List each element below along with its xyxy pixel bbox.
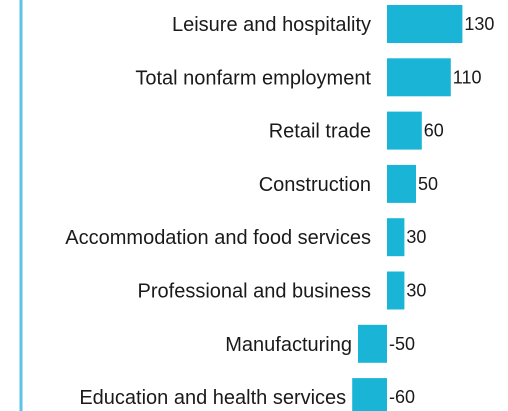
category-label: Retail trade [269,121,371,143]
category-label: Education and health services [79,387,346,409]
category-label: Total nonfarm employment [135,67,371,89]
category-label: Accommodation and food services [65,227,371,249]
bar [358,324,387,363]
value-label: 30 [406,227,426,247]
value-label: 130 [464,14,494,34]
bar [387,218,405,257]
bar [387,164,416,203]
bar [387,5,463,43]
category-label: Manufacturing [225,334,352,356]
value-label: 110 [453,67,482,87]
bar-marks: Leisure and hospitality 130 Total nonfarm … [65,5,494,411]
value-label: 50 [418,174,438,194]
category-label: Leisure and hospitality [172,14,371,36]
category-label: Professional and business [138,281,371,303]
value-label: -50 [389,334,415,354]
bar [387,58,451,97]
bar [387,111,422,150]
category-label: Construction [259,174,371,196]
value-label: 30 [406,281,426,301]
value-label: 60 [424,121,444,141]
bar [352,378,387,411]
bar [387,271,405,310]
value-label: -60 [389,387,415,407]
